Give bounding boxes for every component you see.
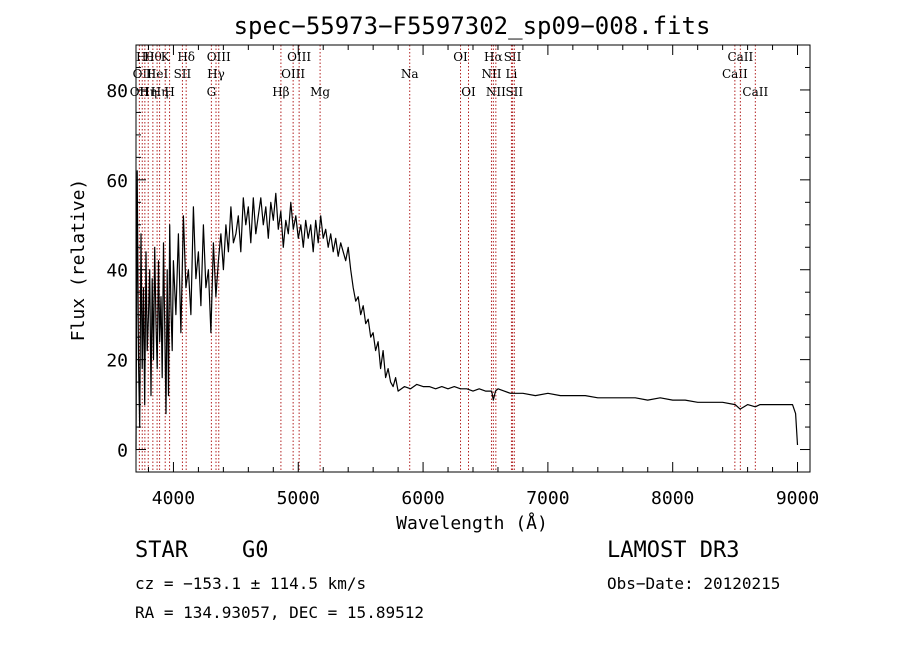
spectral-line-label: NII — [486, 85, 506, 99]
spectral-line-label: Li — [506, 67, 518, 81]
spectral-line-label: Na — [401, 67, 419, 81]
spectral-line-label: CaII — [722, 67, 748, 81]
x-tick-label: 9000 — [776, 488, 819, 509]
object-subclass: G0 — [242, 538, 269, 563]
spectral-line-label: OIII — [287, 50, 311, 64]
y-tick-label: 40 — [106, 261, 128, 282]
object-class: STAR — [135, 538, 188, 563]
y-tick-label: 80 — [106, 81, 128, 102]
x-tick-label: 5000 — [277, 488, 320, 509]
x-tick-label: 6000 — [401, 488, 444, 509]
spectral-line-label: OIII — [281, 67, 305, 81]
survey-name: LAMOST DR3 — [607, 538, 740, 563]
x-tick-label: 4000 — [152, 488, 195, 509]
spectral-line-label: SII — [504, 50, 522, 64]
chart-title: spec−55973−F5597302_sp09−008.fits — [234, 12, 711, 40]
spectral-line-label: Hη — [151, 85, 169, 99]
redshift-cz: cz = −153.1 ± 114.5 km/s — [135, 574, 367, 593]
spectrum-chart: spec−55973−F5597302_sp09−008.fits OII OII… — [68, 12, 819, 534]
spectral-line-label: Mg — [310, 85, 330, 99]
observation-date: Obs−Date: 20120215 — [607, 574, 781, 593]
spectral-line-label: Hδ — [177, 50, 195, 64]
y-tick-label: 60 — [106, 171, 128, 192]
spectral-line-label: Hθ — [144, 50, 162, 64]
x-tick-label: 8000 — [651, 488, 694, 509]
spectral-line-label: Hθ — [136, 50, 154, 64]
spectral-line-label: CaII — [727, 50, 753, 64]
y-tick-label: 20 — [106, 351, 128, 372]
spectral-line-label: OI — [453, 50, 468, 64]
y-tick-label: 0 — [117, 441, 128, 462]
spectral-line-label: SII — [505, 85, 523, 99]
spectral-line-label: OII — [133, 67, 153, 81]
spectral-line-label: HeI — [146, 67, 169, 81]
coordinates: RA = 134.93057, DEC = 15.89512 — [135, 603, 424, 622]
spectral-line-label: CaII — [742, 85, 768, 99]
spectral-line-label: SII — [174, 67, 192, 81]
x-axis-label: Wavelength (Å) — [396, 512, 548, 534]
plot-frame — [135, 44, 811, 473]
spectral-line-label: Hβ — [272, 85, 289, 99]
spectral-line-label: OI — [461, 85, 476, 99]
spectral-line-label: Hγ — [207, 67, 225, 81]
spectrum-series-flux — [135, 170, 799, 450]
plot-area: OIIOIIHθHηHθHeIHηKHSIIHδGHγOIIIHβOIIIOII… — [106, 44, 819, 509]
spectral-line-label: NII — [481, 67, 501, 81]
y-axis-label: Flux (relative) — [68, 179, 89, 342]
x-tick-label: 7000 — [526, 488, 569, 509]
spectral-line-label: G — [207, 85, 217, 99]
spectral-line-label: Hα — [484, 50, 503, 64]
spectral-line-label: OIII — [207, 50, 231, 64]
spectral-line-label: K — [161, 50, 171, 64]
spectral-line-label: H — [164, 85, 174, 99]
